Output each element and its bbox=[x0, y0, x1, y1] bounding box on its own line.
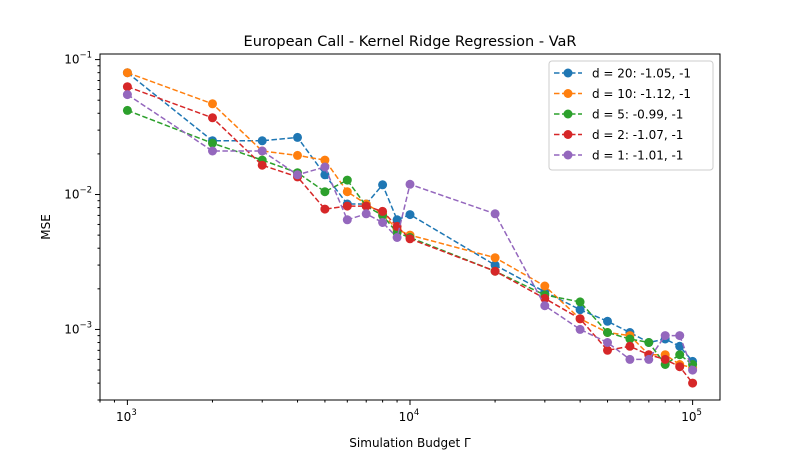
data-point bbox=[625, 354, 635, 364]
data-point bbox=[361, 209, 371, 219]
data-point bbox=[320, 155, 330, 165]
legend-item: d = 2: -1.07, -1 bbox=[554, 128, 683, 142]
legend-marker bbox=[563, 68, 573, 78]
legend-label: d = 10: -1.12, -1 bbox=[592, 87, 691, 101]
data-point bbox=[644, 338, 654, 347]
y-tick-label: 10−2 bbox=[64, 186, 92, 202]
data-point bbox=[293, 170, 302, 180]
data-point bbox=[540, 301, 550, 311]
legend-label: d = 2: -1.07, -1 bbox=[592, 128, 683, 142]
data-point bbox=[320, 162, 330, 172]
data-point bbox=[342, 201, 352, 211]
x-axis-label: Simulation Budget Γ bbox=[349, 436, 471, 450]
data-point bbox=[603, 316, 612, 326]
series-4 bbox=[122, 90, 698, 375]
legend-item: d = 20: -1.05, -1 bbox=[554, 67, 691, 81]
data-point bbox=[540, 281, 550, 291]
legend-marker bbox=[563, 109, 573, 119]
data-point bbox=[378, 218, 388, 227]
legend-marker bbox=[563, 89, 573, 98]
data-point bbox=[320, 187, 330, 197]
data-point bbox=[540, 293, 550, 303]
data-point bbox=[688, 365, 698, 375]
data-point bbox=[122, 82, 132, 92]
data-point bbox=[293, 132, 302, 142]
data-point bbox=[342, 187, 352, 197]
data-point bbox=[378, 206, 388, 216]
data-point bbox=[320, 204, 330, 214]
legend-label: d = 1: -1.01, -1 bbox=[592, 149, 683, 163]
data-point bbox=[603, 338, 612, 347]
data-point bbox=[675, 331, 685, 341]
data-point bbox=[405, 179, 415, 189]
data-point bbox=[342, 175, 352, 185]
x-tick-label: 104 bbox=[399, 408, 420, 424]
data-point bbox=[342, 215, 352, 225]
legend-box bbox=[548, 60, 714, 171]
data-point bbox=[603, 328, 612, 337]
data-point bbox=[625, 334, 635, 344]
data-point bbox=[575, 297, 585, 307]
data-point bbox=[575, 324, 585, 334]
data-point bbox=[660, 354, 670, 364]
legend: d = 20: -1.05, -1 d = 10: -1.12, -1 d = 5:… bbox=[548, 60, 714, 171]
data-point bbox=[392, 233, 402, 242]
legend-item: d = 10: -1.12, -1 bbox=[554, 87, 691, 101]
data-point bbox=[490, 266, 500, 276]
data-point bbox=[293, 150, 302, 160]
x-tick-label: 105 bbox=[681, 408, 702, 424]
data-point bbox=[208, 138, 217, 148]
data-point bbox=[257, 160, 267, 170]
legend-label: d = 20: -1.05, -1 bbox=[592, 67, 691, 81]
x-tick-label: 103 bbox=[116, 408, 137, 424]
legend-label: d = 5: -0.99, -1 bbox=[592, 108, 683, 122]
data-point bbox=[575, 305, 585, 315]
series-layer bbox=[122, 68, 698, 388]
data-point bbox=[208, 146, 217, 156]
data-point bbox=[575, 314, 585, 324]
y-axis: 10−3 10−2 10−1 bbox=[64, 51, 100, 401]
data-point bbox=[122, 105, 132, 115]
data-point bbox=[603, 345, 612, 355]
legend-marker bbox=[563, 130, 573, 139]
data-point bbox=[122, 90, 132, 100]
legend-marker bbox=[563, 150, 573, 160]
data-point bbox=[405, 234, 415, 244]
data-point bbox=[378, 180, 388, 190]
data-point bbox=[490, 209, 500, 219]
data-point bbox=[675, 341, 685, 351]
x-axis: 103 104 105 bbox=[99, 400, 702, 424]
y-axis-label: MSE bbox=[39, 214, 53, 240]
y-tick-label: 10−1 bbox=[64, 51, 92, 67]
data-point bbox=[320, 170, 330, 180]
data-point bbox=[361, 201, 371, 211]
data-point bbox=[257, 146, 267, 156]
data-point bbox=[675, 362, 685, 372]
data-point bbox=[392, 215, 402, 225]
data-point bbox=[644, 354, 654, 364]
data-point bbox=[675, 350, 685, 360]
legend-item: d = 5: -0.99, -1 bbox=[554, 108, 683, 122]
data-point bbox=[405, 210, 415, 220]
y-tick-label: 10−3 bbox=[64, 320, 92, 336]
data-point bbox=[688, 378, 698, 388]
chart-title: European Call - Kernel Ridge Regression … bbox=[244, 34, 577, 50]
data-point bbox=[208, 113, 217, 123]
data-point bbox=[625, 341, 635, 351]
data-point bbox=[122, 68, 132, 78]
legend-item: d = 1: -1.01, -1 bbox=[554, 149, 683, 163]
data-point bbox=[660, 331, 670, 341]
data-point bbox=[490, 253, 500, 263]
data-point bbox=[257, 136, 267, 146]
data-point bbox=[208, 99, 217, 109]
